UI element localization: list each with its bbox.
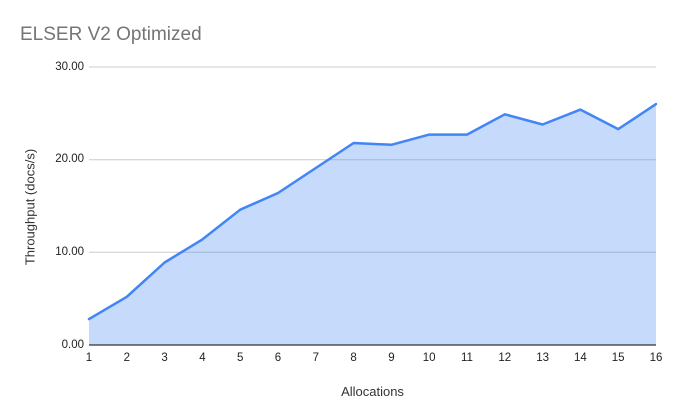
x-tick-label: 9: [388, 352, 395, 364]
x-tick-label: 1: [85, 352, 93, 364]
x-tick-label: 10: [422, 352, 436, 364]
x-tick-label: 5: [236, 352, 244, 364]
y-tick-label: 20.00: [55, 153, 84, 166]
x-tick-label: 16: [649, 352, 663, 364]
x-tick-label: 14: [573, 352, 587, 364]
area-fill: [89, 104, 656, 345]
x-tick-label: 2: [123, 352, 130, 364]
x-tick-label: 15: [611, 352, 625, 364]
x-tick-label: 3: [161, 352, 168, 364]
x-tick-label: 12: [498, 352, 512, 364]
x-tick-label: 4: [199, 352, 206, 364]
y-tick-label: 10.00: [55, 245, 84, 258]
series-line: [87, 102, 658, 321]
x-tick-label: 13: [536, 352, 549, 364]
y-tick-label: 30.00: [55, 60, 84, 73]
x-tick-label: 11: [461, 352, 473, 364]
chart-title: ELSER V2 Optimized: [20, 24, 202, 45]
x-tick-label: 8: [350, 352, 357, 364]
y-tick-label: 0.00: [61, 338, 84, 351]
x-tick-label: 7: [312, 352, 319, 364]
x-axis-title: Allocations: [341, 384, 404, 399]
x-tick-label: 6: [274, 352, 282, 364]
